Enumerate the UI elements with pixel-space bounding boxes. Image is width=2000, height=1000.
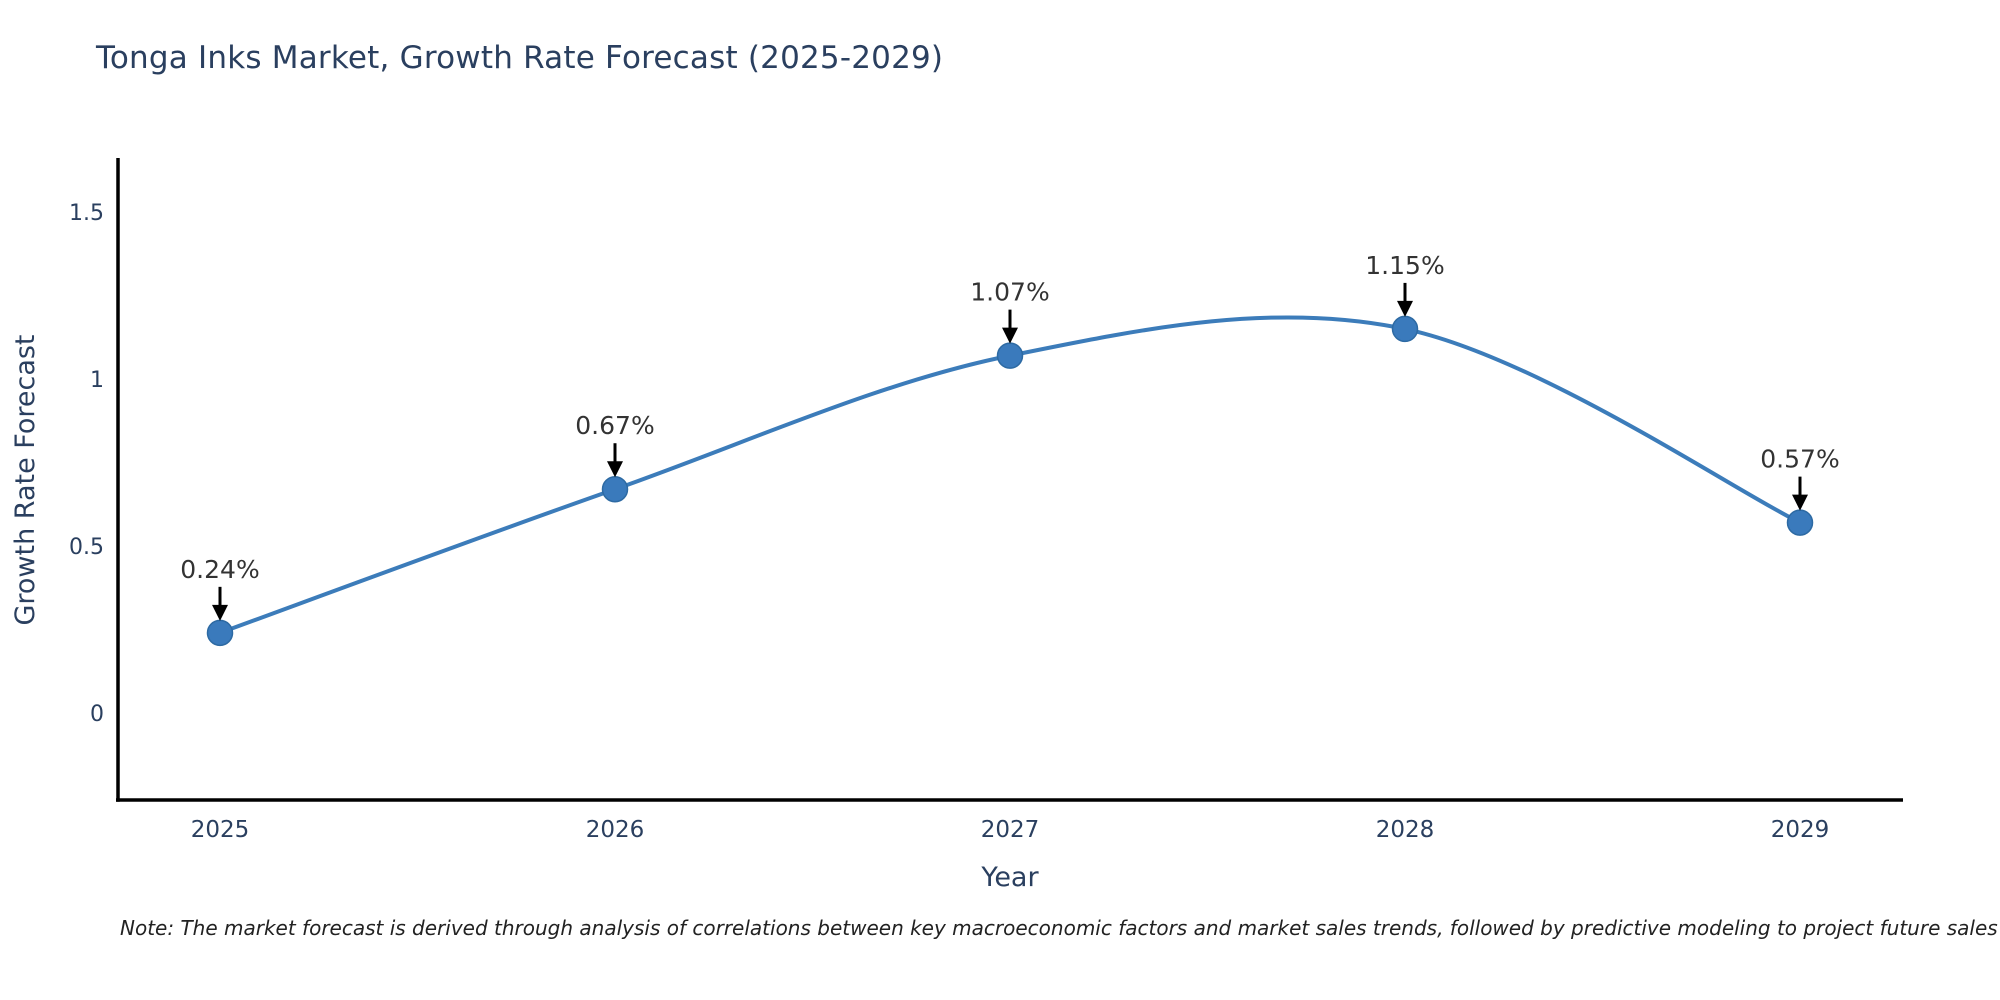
data-point bbox=[1786, 509, 1814, 536]
x-tick-label: 2029 bbox=[1771, 817, 1830, 843]
data-point bbox=[996, 342, 1024, 369]
y-tick-label: 0 bbox=[90, 702, 104, 727]
y-tick-label: 1.5 bbox=[69, 201, 104, 226]
x-tick-label: 2026 bbox=[586, 817, 645, 843]
annotation-arrow-head bbox=[1002, 327, 1018, 344]
point-value-label: 1.07% bbox=[970, 278, 1049, 307]
annotation-arrow-head bbox=[607, 461, 623, 478]
data-point bbox=[1391, 315, 1419, 343]
chart-title: Tonga Inks Market, Growth Rate Forecast … bbox=[96, 40, 944, 76]
x-tick-label: 2028 bbox=[1376, 817, 1435, 843]
annotation-arrow-head bbox=[1792, 494, 1808, 511]
data-point bbox=[206, 619, 234, 647]
y-tick-label: 0.5 bbox=[69, 535, 104, 560]
footnote: Note: The market forecast is derived thr… bbox=[120, 916, 1998, 940]
y-axis-title: Growth Rate Forecast bbox=[10, 334, 41, 625]
annotation-arrow-head bbox=[212, 604, 228, 621]
point-value-label: 0.67% bbox=[575, 411, 654, 440]
plot-area: 0 0.5 1 1.5 2025 2026 2027 2028 2029 0.24% 0.67% 1.… bbox=[69, 158, 1903, 843]
annotation-arrow-head bbox=[1397, 300, 1413, 317]
x-tick-label: 2027 bbox=[981, 817, 1040, 843]
point-value-label: 0.57% bbox=[1760, 445, 1839, 474]
x-tick-label: 2025 bbox=[191, 817, 250, 843]
point-value-label: 0.24% bbox=[180, 555, 259, 584]
point-value-label: 1.15% bbox=[1365, 251, 1444, 280]
x-axis-title: Year bbox=[980, 862, 1039, 893]
data-point bbox=[601, 475, 629, 503]
y-tick-label: 1 bbox=[90, 368, 104, 393]
